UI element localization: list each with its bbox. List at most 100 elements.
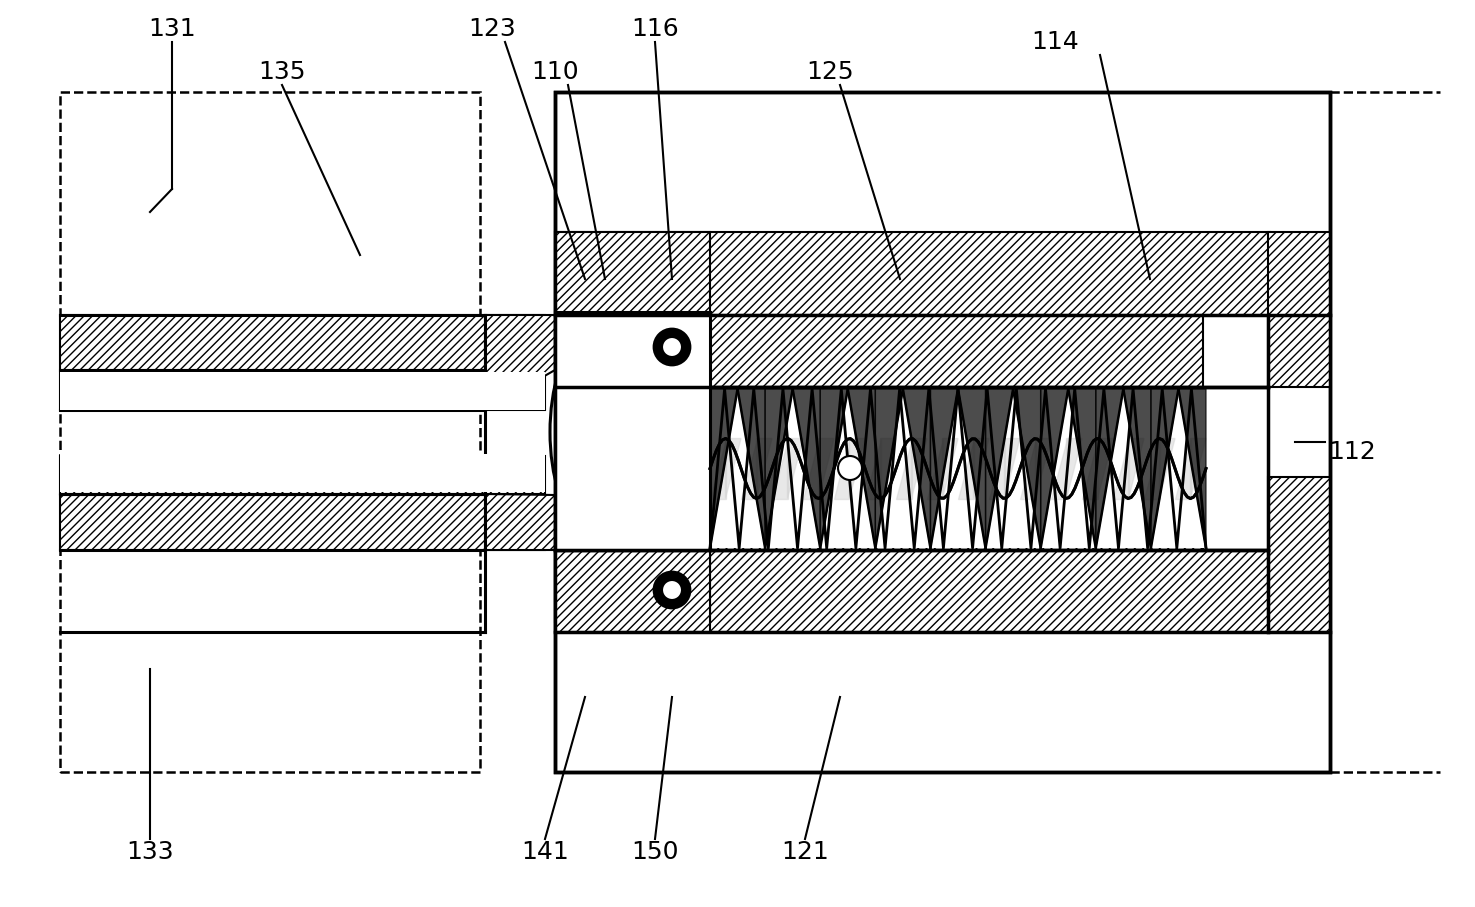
Polygon shape	[974, 438, 990, 499]
Polygon shape	[1046, 389, 1061, 548]
Polygon shape	[1016, 389, 1031, 548]
Bar	[1268, 477, 1330, 632]
Polygon shape	[1114, 438, 1128, 499]
Polygon shape	[895, 438, 912, 499]
Bar	[1268, 232, 1330, 387]
Polygon shape	[1114, 438, 1128, 499]
Polygon shape	[738, 389, 766, 548]
Polygon shape	[848, 389, 875, 548]
Polygon shape	[895, 438, 912, 499]
Polygon shape	[1041, 389, 1068, 548]
Polygon shape	[709, 389, 738, 548]
Text: 141: 141	[521, 840, 569, 864]
Text: 112: 112	[1328, 440, 1376, 464]
Polygon shape	[1179, 389, 1207, 548]
Polygon shape	[709, 438, 726, 499]
Bar	[60, 456, 544, 494]
Polygon shape	[1021, 438, 1035, 499]
Bar	[555, 312, 709, 550]
Polygon shape	[912, 438, 926, 499]
Polygon shape	[754, 389, 768, 548]
Bar	[60, 372, 544, 410]
Polygon shape	[833, 438, 850, 499]
Polygon shape	[1176, 438, 1190, 499]
Polygon shape	[1133, 389, 1148, 548]
Polygon shape	[757, 438, 771, 499]
Polygon shape	[802, 438, 819, 499]
Polygon shape	[850, 438, 864, 499]
Polygon shape	[724, 389, 739, 548]
Text: 121: 121	[782, 840, 829, 864]
Polygon shape	[926, 438, 943, 499]
Polygon shape	[1083, 438, 1097, 499]
Bar	[555, 549, 709, 632]
Polygon shape	[987, 389, 1002, 548]
Polygon shape	[900, 389, 914, 548]
Polygon shape	[771, 438, 788, 499]
Polygon shape	[1145, 438, 1159, 499]
Polygon shape	[1004, 438, 1021, 499]
Polygon shape	[1103, 389, 1118, 548]
Polygon shape	[931, 389, 957, 548]
Bar	[709, 389, 1207, 548]
Polygon shape	[802, 438, 819, 499]
Bar	[555, 92, 1330, 772]
Polygon shape	[1150, 389, 1179, 548]
Polygon shape	[985, 389, 1013, 548]
Bar	[60, 315, 544, 370]
Polygon shape	[1083, 438, 1097, 499]
Bar	[60, 92, 479, 772]
Polygon shape	[740, 438, 757, 499]
Bar	[555, 232, 1270, 315]
Polygon shape	[1068, 389, 1096, 548]
Bar	[555, 92, 1330, 772]
Polygon shape	[1190, 438, 1207, 499]
Polygon shape	[1192, 389, 1207, 548]
Polygon shape	[1097, 438, 1114, 499]
Text: 116: 116	[631, 17, 678, 41]
Circle shape	[662, 580, 681, 600]
Bar	[555, 315, 709, 387]
Polygon shape	[1052, 438, 1066, 499]
Bar	[60, 372, 544, 410]
Polygon shape	[1021, 438, 1035, 499]
Polygon shape	[792, 389, 820, 548]
Polygon shape	[957, 389, 985, 548]
Text: 114: 114	[1031, 30, 1078, 54]
Text: 150: 150	[631, 840, 678, 864]
Polygon shape	[1096, 389, 1124, 548]
Polygon shape	[943, 438, 957, 499]
Polygon shape	[926, 438, 943, 499]
Polygon shape	[1145, 438, 1159, 499]
Text: 133: 133	[127, 840, 174, 864]
Polygon shape	[1128, 438, 1145, 499]
Bar	[709, 478, 1204, 550]
Bar	[555, 312, 709, 550]
Polygon shape	[485, 315, 555, 410]
Polygon shape	[740, 438, 757, 499]
Text: 131: 131	[148, 17, 196, 41]
Text: 123: 123	[468, 17, 516, 41]
Circle shape	[653, 572, 690, 608]
Polygon shape	[957, 389, 972, 548]
Polygon shape	[841, 389, 855, 548]
Polygon shape	[771, 438, 788, 499]
Polygon shape	[957, 438, 974, 499]
Polygon shape	[990, 438, 1004, 499]
Circle shape	[653, 329, 690, 365]
Circle shape	[662, 337, 681, 357]
Polygon shape	[957, 438, 974, 499]
Polygon shape	[903, 389, 931, 548]
Polygon shape	[1075, 389, 1090, 548]
Text: 110: 110	[531, 60, 578, 84]
Polygon shape	[1162, 389, 1177, 548]
Polygon shape	[1013, 389, 1041, 548]
Circle shape	[838, 456, 861, 480]
Polygon shape	[864, 438, 881, 499]
Polygon shape	[820, 389, 848, 548]
Polygon shape	[485, 494, 555, 550]
Bar	[60, 495, 544, 550]
Polygon shape	[819, 438, 833, 499]
Polygon shape	[833, 438, 850, 499]
Polygon shape	[875, 389, 903, 548]
